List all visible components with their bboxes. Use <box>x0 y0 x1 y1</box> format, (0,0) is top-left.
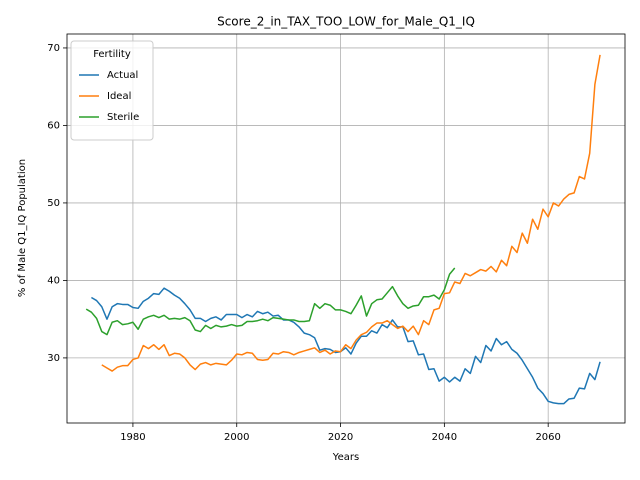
legend-title: Fertility <box>93 49 131 60</box>
x-tick-label: 1980 <box>120 432 145 443</box>
y-tick-label: 50 <box>47 198 60 209</box>
chart-title: Score_2_in_TAX_TOO_LOW_for_Male_Q1_IQ <box>217 15 475 29</box>
x-tick-label: 2060 <box>535 432 560 443</box>
plot-frame <box>66 33 626 424</box>
y-tick-label: 60 <box>47 120 60 131</box>
y-tick-label: 70 <box>47 43 60 54</box>
legend-label: Sterile <box>107 112 139 123</box>
x-tick-label: 2000 <box>224 432 249 443</box>
x-tick-label: 2020 <box>328 432 353 443</box>
x-tick-label: 2040 <box>432 432 457 443</box>
legend-label: Actual <box>107 70 138 81</box>
legend-box <box>70 40 154 141</box>
x-axis-label: Years <box>332 452 359 463</box>
y-tick-label: 40 <box>47 275 60 286</box>
legend-label: Ideal <box>107 91 131 102</box>
y-tick-label: 30 <box>47 353 60 364</box>
line-series <box>101 54 601 372</box>
y-axis-label: % of Male Q1_IQ Population <box>17 159 28 297</box>
line-series <box>85 267 456 336</box>
line-series <box>91 287 601 405</box>
